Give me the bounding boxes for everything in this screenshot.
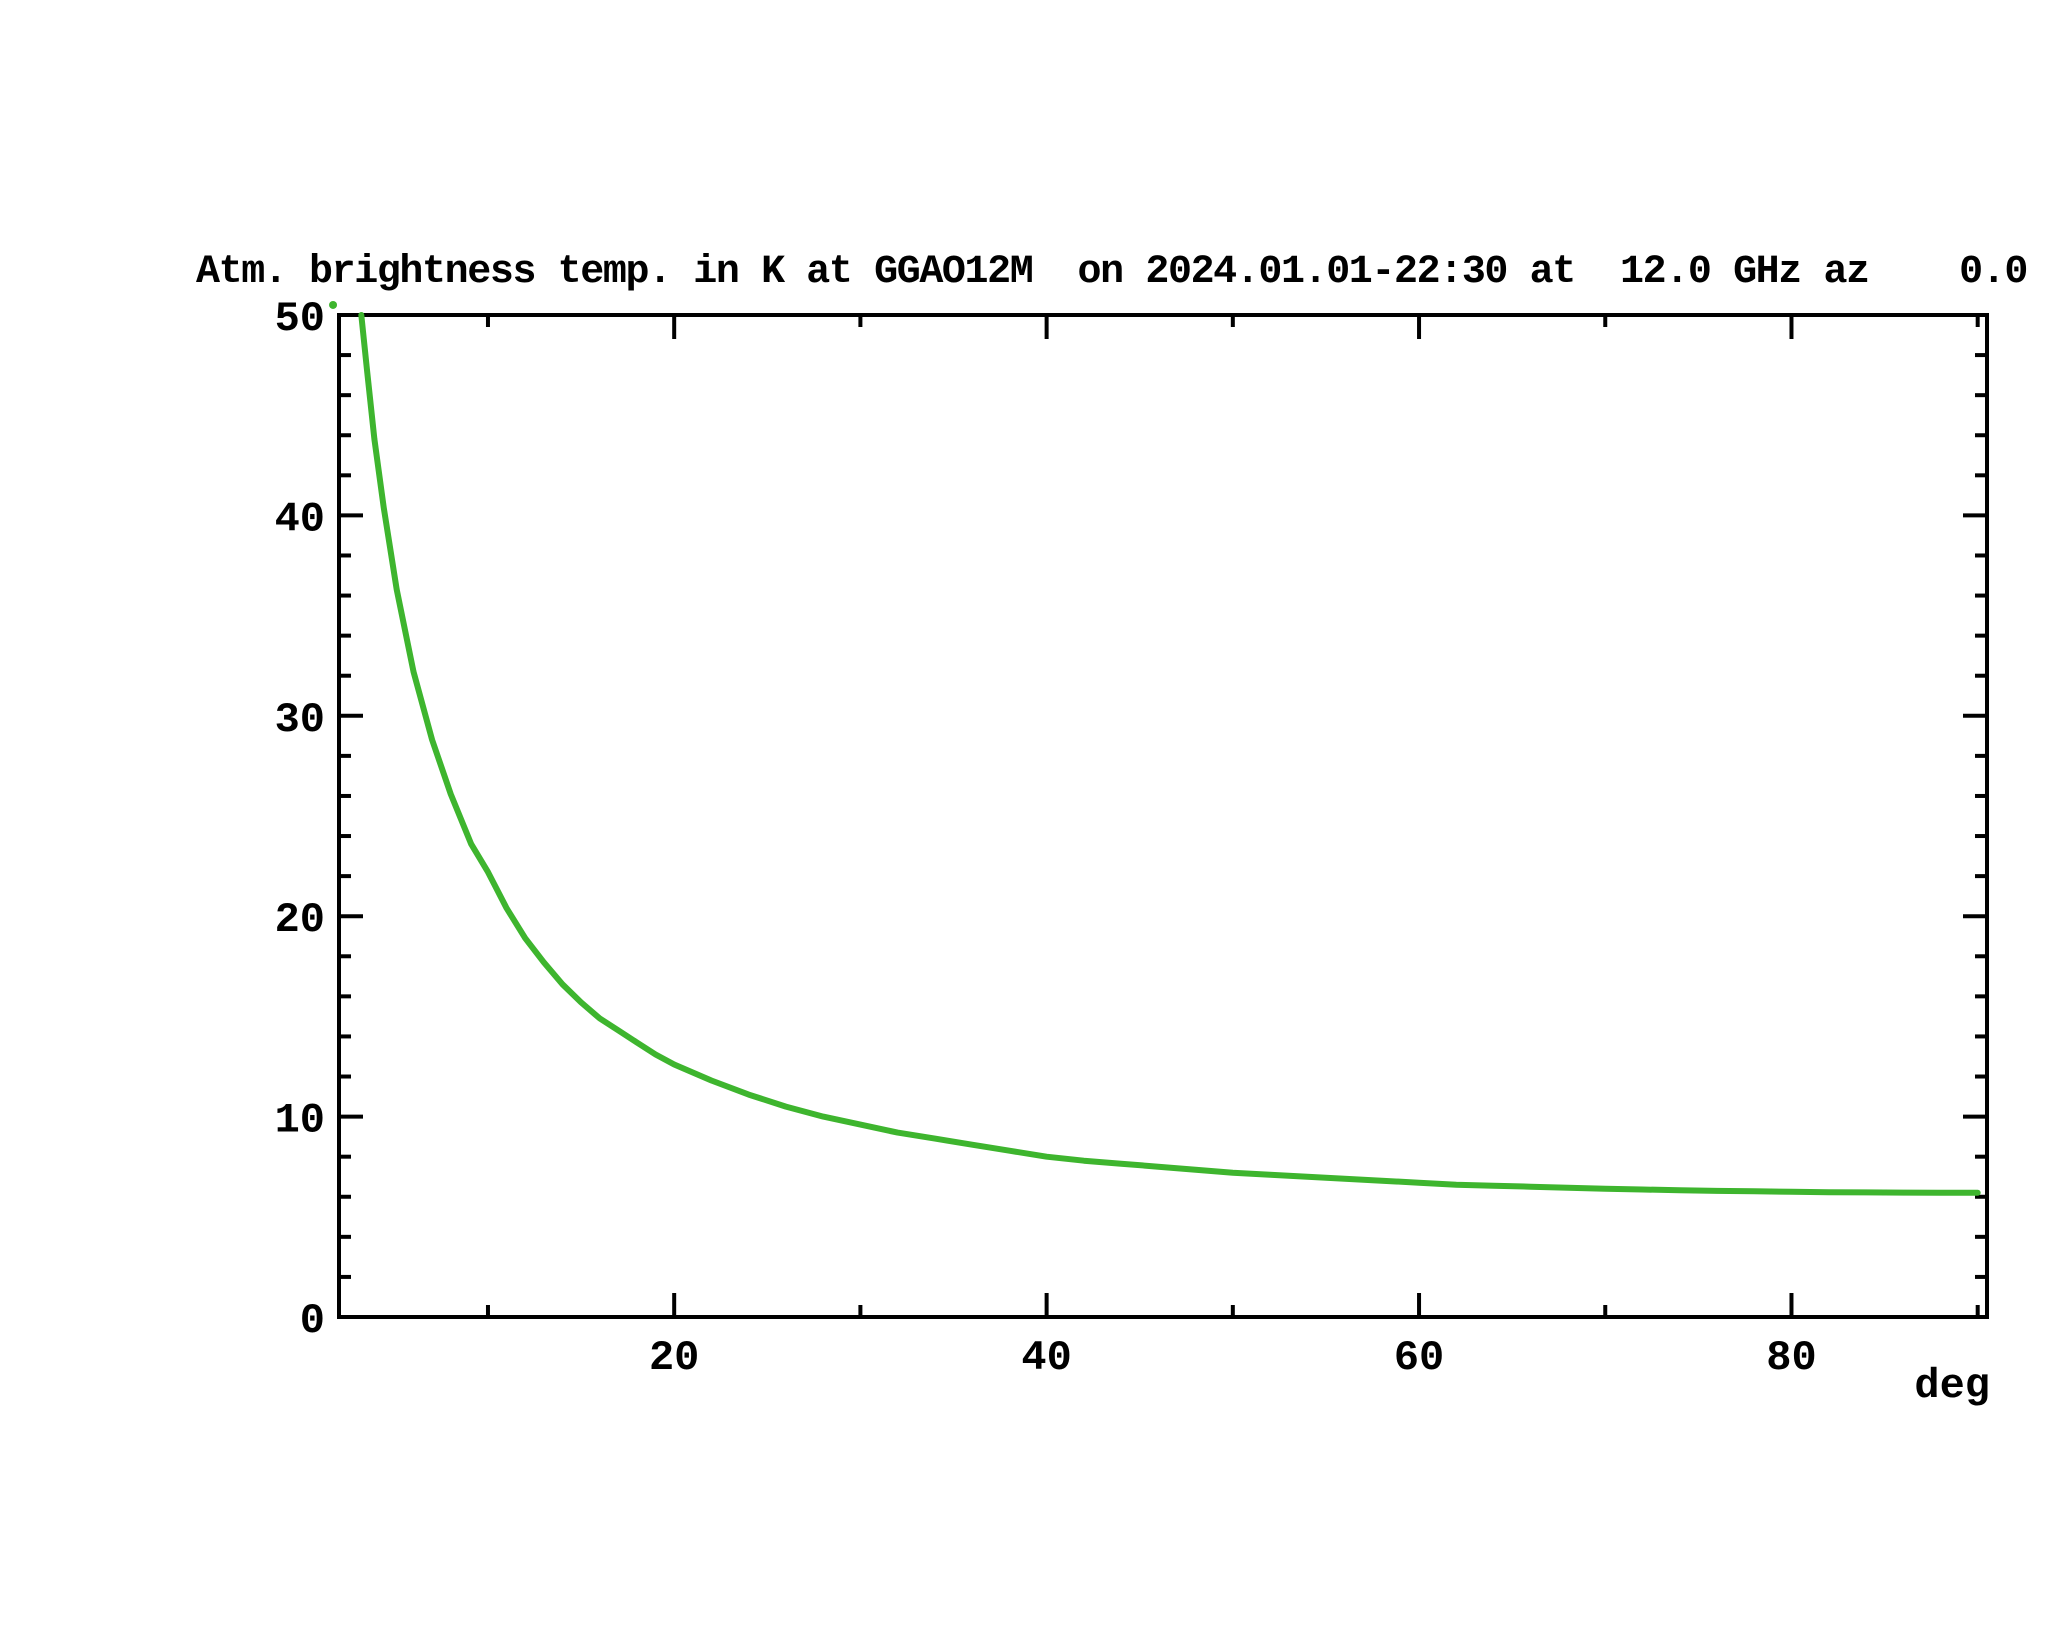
plot-frame [337,313,1989,1319]
y-tick-label: 40 [275,495,325,543]
brightness-temp-curve [358,312,1981,1196]
chart-title: Atm. brightness temp. in K at GGAO12M on… [196,250,2028,295]
y-tick-label: 50 [275,295,325,343]
y-tick-label: 20 [275,896,325,944]
y-tick-label: 0 [300,1297,325,1345]
curve-clipped-start-dot [329,300,338,309]
y-tick-label: 10 [275,1097,325,1145]
x-tick-label: 20 [649,1334,699,1382]
x-tick-label: 40 [1021,1334,1071,1382]
x-tick-label: 60 [1394,1334,1444,1382]
x-axis-unit-label: deg [1914,1362,1990,1410]
x-tick-label: 80 [1766,1334,1816,1382]
y-tick-label: 30 [275,696,325,744]
